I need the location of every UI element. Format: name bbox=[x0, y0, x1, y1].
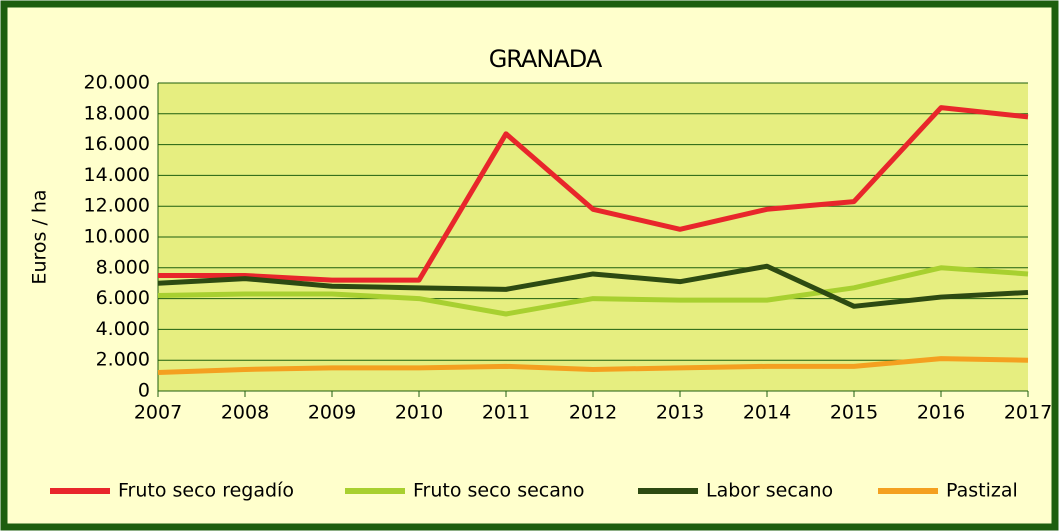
y-axis-label: Euros / ha bbox=[29, 189, 51, 284]
y-tick-label: 8.000 bbox=[96, 256, 150, 278]
series-line bbox=[157, 265, 1029, 317]
x-tick-label: 2016 bbox=[917, 402, 965, 424]
y-tick-label: 12.000 bbox=[84, 195, 150, 217]
series-line bbox=[158, 105, 1029, 283]
x-tick-label: 2007 bbox=[134, 402, 182, 424]
y-tick-label: 20.000 bbox=[84, 72, 150, 94]
y-tick-label: 0 bbox=[138, 380, 150, 402]
y-tick-label: 4.000 bbox=[96, 318, 150, 340]
legend-label: Fruto seco regadío bbox=[118, 480, 294, 502]
x-tick-label: 2010 bbox=[395, 402, 443, 424]
series-line bbox=[157, 263, 1029, 309]
chart-title: GRANADA bbox=[489, 45, 603, 73]
y-tick-label: 6.000 bbox=[96, 287, 150, 309]
x-tick-label: 2009 bbox=[308, 402, 356, 424]
x-tick-label: 2017 bbox=[1004, 402, 1052, 424]
legend-label: Labor secano bbox=[706, 480, 833, 502]
y-tick-label: 18.000 bbox=[84, 102, 150, 124]
x-tick-label: 2011 bbox=[482, 402, 530, 424]
legend-label: Pastizal bbox=[946, 480, 1018, 502]
x-tick-label: 2013 bbox=[656, 402, 704, 424]
x-tick-label: 2008 bbox=[221, 402, 269, 424]
y-tick-label: 16.000 bbox=[84, 133, 150, 155]
x-tick-label: 2012 bbox=[569, 402, 617, 424]
series-line bbox=[157, 356, 1029, 376]
x-tick-label: 2015 bbox=[830, 402, 878, 424]
y-tick-label: 14.000 bbox=[84, 164, 150, 186]
y-tick-label: 2.000 bbox=[96, 349, 150, 371]
x-tick-label: 2014 bbox=[743, 402, 791, 424]
y-tick-label: 10.000 bbox=[84, 226, 150, 248]
legend-label: Fruto seco secano bbox=[413, 480, 585, 502]
